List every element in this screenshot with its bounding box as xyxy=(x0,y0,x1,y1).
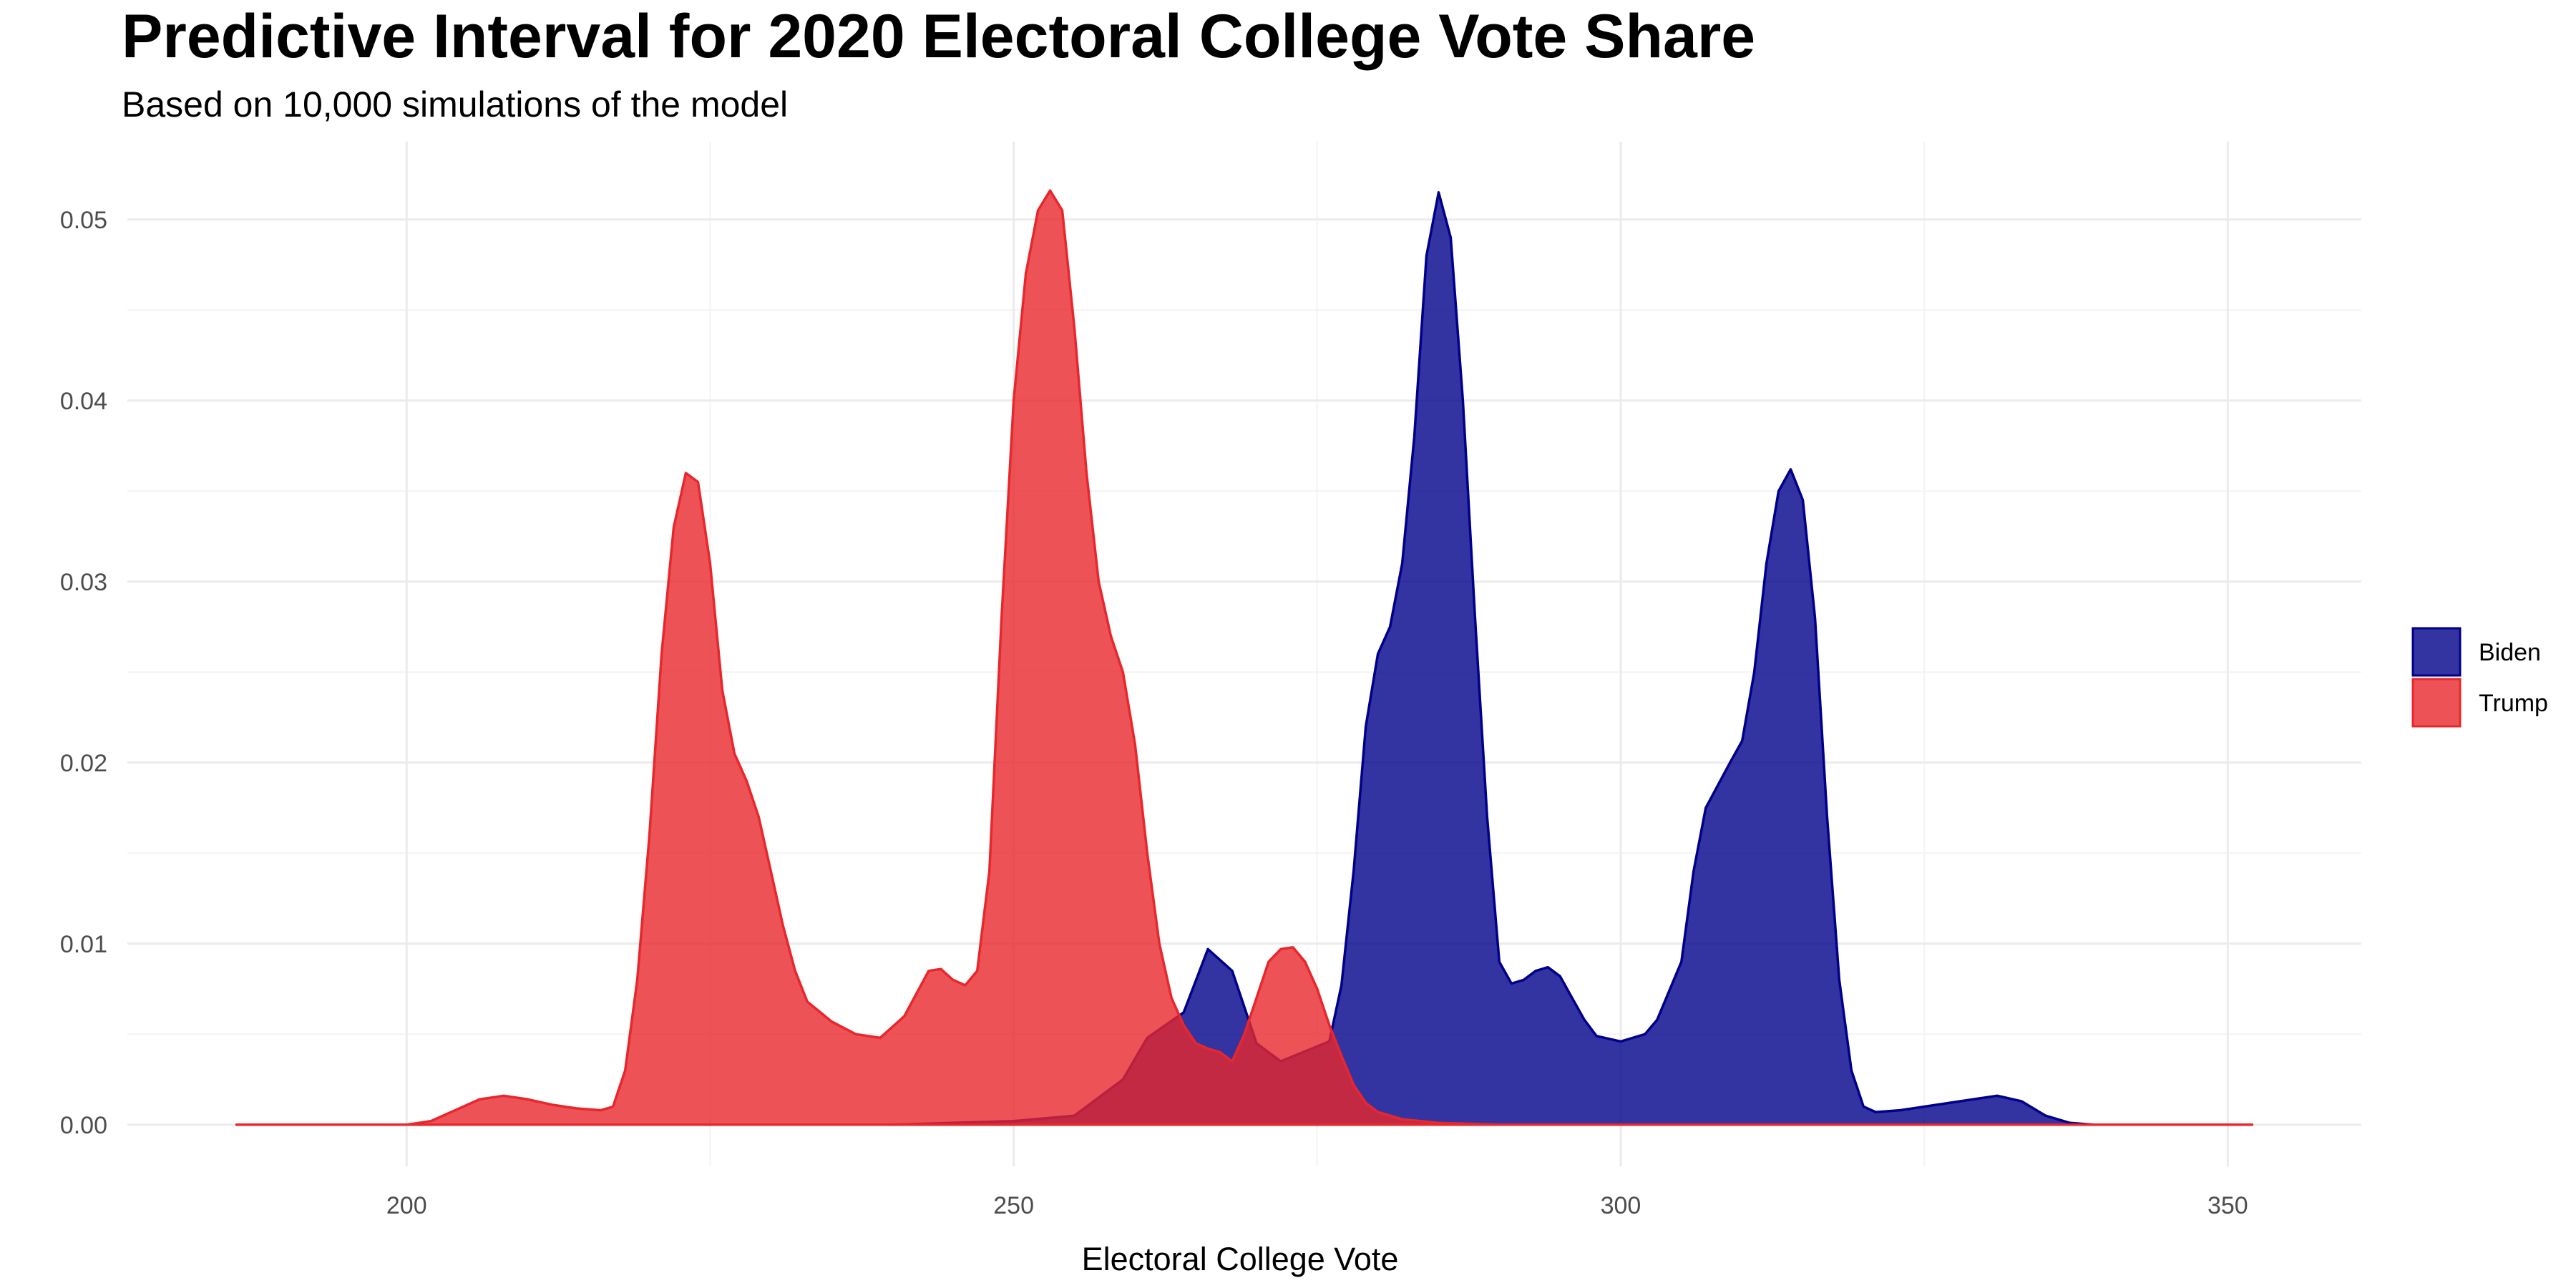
legend-key-biden xyxy=(2411,627,2462,677)
legend: Biden Trump xyxy=(2411,627,2548,728)
y-tick-label: 0.04 xyxy=(60,388,107,415)
density-area-biden xyxy=(235,191,2254,1126)
series-layer xyxy=(235,189,2254,1126)
y-tick-label: 0.03 xyxy=(60,569,107,596)
density-area-trump xyxy=(235,189,2254,1126)
x-tick-label: 300 xyxy=(1601,1192,1641,1219)
x-tick-label: 250 xyxy=(993,1192,1034,1219)
legend-label-trump: Trump xyxy=(2479,690,2548,717)
y-axis: 0.00 0.01 0.02 0.03 0.04 0.05 xyxy=(60,207,107,1139)
legend-label-biden: Biden xyxy=(2479,639,2541,666)
x-tick-label: 350 xyxy=(2207,1192,2248,1219)
y-tick-label: 0.02 xyxy=(60,750,107,777)
y-tick-label: 0.05 xyxy=(60,207,107,234)
y-tick-label: 0.01 xyxy=(60,931,107,958)
x-axis-title: Electoral College Vote xyxy=(1082,1241,1399,1277)
chart-subtitle: Based on 10,000 simulations of the model xyxy=(122,84,788,125)
chart-title: Predictive Interval for 2020 Electoral C… xyxy=(122,2,1755,71)
x-axis: 200 250 300 350 xyxy=(386,1192,2248,1219)
legend-key-trump xyxy=(2411,678,2462,728)
x-tick-label: 200 xyxy=(386,1192,427,1219)
y-tick-label: 0.00 xyxy=(60,1112,107,1139)
